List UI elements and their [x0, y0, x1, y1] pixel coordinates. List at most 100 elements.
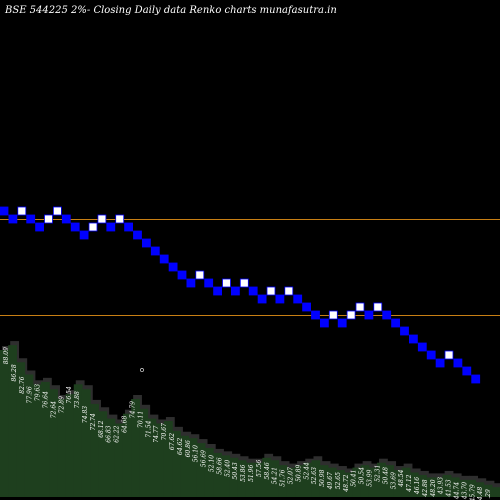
up-brick [17, 206, 27, 216]
price-label: 68.12 [98, 420, 105, 437]
price-label: 51.96 [248, 465, 255, 482]
volume-bar [262, 457, 272, 497]
down-brick [382, 310, 392, 320]
down-brick [453, 358, 463, 368]
price-label: 50.41 [351, 470, 358, 487]
down-brick [337, 318, 347, 328]
price-label: 72.89 [58, 396, 65, 413]
up-brick [44, 214, 53, 224]
price-label: 74.83 [82, 406, 89, 423]
volume-bar [344, 472, 354, 497]
price-label: 54.21 [272, 467, 279, 484]
up-brick [97, 214, 107, 224]
volume-bar [57, 399, 67, 497]
volume-bar [8, 345, 17, 497]
price-label: 52.40 [224, 460, 231, 477]
down-brick [213, 286, 223, 296]
volume-bar [426, 477, 436, 497]
volume-bar [450, 477, 460, 497]
price-label: 52.63 [311, 467, 318, 484]
price-label: 86.28 [11, 364, 18, 381]
volume-bar [483, 484, 493, 497]
volume-bars-group [0, 345, 500, 497]
volume-bar [237, 460, 247, 497]
price-label: 50.43 [232, 462, 239, 479]
price-label: 56.69 [201, 450, 208, 467]
down-brick [435, 358, 445, 368]
down-brick [302, 302, 312, 312]
down-brick [364, 310, 374, 320]
volume-bar [24, 374, 34, 497]
volume-bar [295, 465, 304, 497]
price-label: 48.72 [343, 474, 350, 492]
up-brick [284, 286, 294, 296]
volume-bar [245, 462, 255, 497]
volume-bar [377, 462, 386, 497]
down-brick [26, 214, 36, 224]
down-brick [124, 222, 133, 232]
price-label: 50.48 [382, 467, 389, 484]
volume-bar [90, 403, 99, 497]
volume-bar [73, 384, 83, 497]
down-brick [35, 222, 44, 232]
price-label: 41.29 [485, 489, 492, 500]
volume-bar [172, 430, 181, 497]
volume-bar [475, 482, 485, 497]
down-brick [471, 374, 481, 384]
volume-bar [393, 470, 403, 497]
volume-bar [139, 408, 149, 497]
down-brick [400, 326, 409, 336]
price-label: 64.68 [122, 416, 129, 433]
down-brick [417, 342, 427, 352]
up-brick [266, 286, 276, 296]
price-label: 44.48 [477, 487, 484, 500]
volume-bar [229, 457, 239, 497]
down-brick [230, 286, 240, 296]
volume-bar [49, 389, 58, 497]
volume-bar [303, 462, 313, 497]
volume-bar [286, 467, 296, 497]
down-brick [462, 366, 472, 376]
renko-bricks-group [0, 206, 481, 384]
volume-bar [360, 465, 370, 497]
volume-bar [147, 418, 157, 497]
volume-bar [213, 452, 222, 497]
price-label: 88.09 [3, 347, 10, 364]
volume-bar [131, 399, 140, 497]
price-label: 66.83 [106, 425, 113, 442]
up-brick [195, 270, 205, 280]
price-label: 71.54 [145, 420, 152, 437]
price-label: 56.10 [193, 445, 200, 462]
up-brick [222, 278, 231, 288]
price-label: 58.46 [264, 462, 271, 479]
volume-bar [459, 479, 468, 497]
down-brick [8, 214, 18, 224]
volume-bar [319, 465, 329, 497]
volume-bar [204, 448, 214, 497]
volume-bar [327, 467, 337, 497]
price-label: 48.54 [398, 469, 405, 487]
down-brick [319, 318, 329, 328]
volume-bar [278, 465, 288, 497]
up-brick [88, 222, 98, 232]
volume-bar [114, 423, 124, 497]
price-label: 53.69 [390, 472, 397, 489]
volume-bar [221, 455, 231, 497]
volume-bar [81, 389, 91, 497]
down-brick [70, 222, 80, 232]
down-brick [257, 294, 267, 304]
price-label: 82.76 [19, 376, 26, 393]
down-brick [426, 350, 436, 360]
price-label: 51.76 [280, 469, 287, 486]
volume-bar [98, 411, 108, 497]
price-label: 72.74 [90, 413, 97, 430]
price-label: 67.62 [169, 433, 176, 450]
down-brick [106, 222, 116, 232]
price-label: 43.70 [461, 482, 468, 500]
price-label: 76.64 [43, 391, 50, 408]
price-label: 76.54 [66, 386, 73, 403]
volume-marker [140, 368, 144, 372]
up-brick [444, 350, 454, 360]
down-brick [141, 238, 151, 248]
up-brick [373, 302, 383, 312]
